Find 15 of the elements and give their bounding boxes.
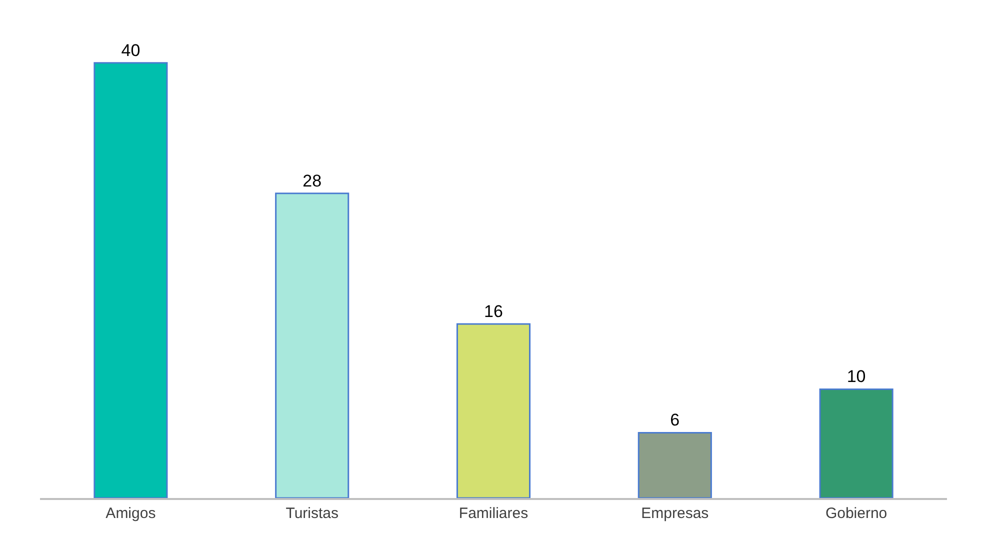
data-label: 6 — [670, 410, 680, 430]
x-tick-label: Familiares — [458, 505, 528, 522]
data-label: 16 — [484, 302, 503, 321]
bar — [456, 323, 531, 498]
x-tick-label: Gobierno — [825, 505, 888, 522]
data-label: 40 — [121, 40, 140, 60]
bar — [275, 192, 350, 498]
data-label: 10 — [846, 367, 866, 386]
bar — [94, 62, 168, 498]
bar — [819, 388, 894, 498]
bar — [638, 432, 712, 498]
x-tick-label: Turistas — [286, 505, 338, 522]
x-tick-label: Empresas — [641, 505, 709, 522]
data-label: 28 — [302, 171, 322, 190]
x-tick-label: Amigos — [106, 505, 156, 522]
